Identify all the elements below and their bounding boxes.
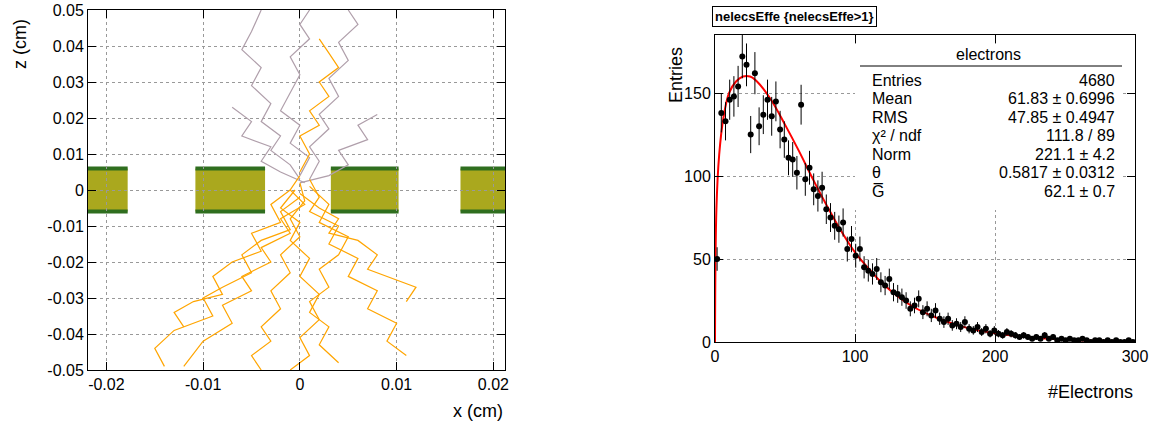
svg-text:nelecsEffe {nelecsEffe>1}: nelecsEffe {nelecsEffe>1} [715, 9, 874, 24]
svg-text:221.1 ± 4.2: 221.1 ± 4.2 [1035, 146, 1115, 163]
svg-text:62.1 ± 0.7: 62.1 ± 0.7 [1044, 183, 1115, 200]
svg-text:0.01: 0.01 [53, 146, 84, 163]
svg-text:50: 50 [693, 251, 711, 268]
svg-text:-0.01: -0.01 [185, 376, 222, 393]
svg-text:Entries: Entries [872, 72, 922, 89]
svg-text:-0.01: -0.01 [47, 218, 84, 235]
svg-text:G̅: G̅ [872, 183, 884, 200]
svg-text:RMS: RMS [872, 109, 908, 126]
svg-text:0.05: 0.05 [53, 2, 84, 19]
svg-text:200: 200 [982, 348, 1009, 365]
svg-text:100: 100 [684, 168, 711, 185]
svg-text:z (cm): z (cm) [10, 19, 30, 69]
svg-text:0: 0 [75, 182, 84, 199]
svg-text:-0.02: -0.02 [47, 254, 84, 271]
svg-text:Entries: Entries [666, 47, 686, 103]
svg-text:0.01: 0.01 [381, 376, 412, 393]
svg-text:111.8 / 89: 111.8 / 89 [1046, 127, 1115, 144]
svg-text:61.83 ± 0.6996: 61.83 ± 0.6996 [1008, 90, 1115, 107]
svg-text:100: 100 [842, 348, 869, 365]
svg-text:θ: θ [872, 164, 881, 181]
svg-text:-0.05: -0.05 [47, 362, 84, 379]
svg-text:χ² / ndf: χ² / ndf [872, 127, 922, 144]
svg-text:x (cm): x (cm) [453, 401, 503, 421]
svg-text:0.03: 0.03 [53, 74, 84, 91]
svg-text:0.02: 0.02 [478, 376, 509, 393]
svg-text:0: 0 [711, 348, 720, 365]
svg-text:-0.03: -0.03 [47, 290, 84, 307]
svg-text:0: 0 [702, 334, 711, 351]
svg-text:0.04: 0.04 [53, 38, 84, 55]
svg-text:Mean: Mean [872, 90, 912, 107]
svg-text:300: 300 [1122, 348, 1149, 365]
svg-text:-0.02: -0.02 [88, 376, 125, 393]
svg-text:47.85 ± 0.4947: 47.85 ± 0.4947 [1008, 109, 1115, 126]
svg-text:4680: 4680 [1079, 72, 1115, 89]
svg-text:150: 150 [684, 85, 711, 102]
svg-text:electrons: electrons [956, 46, 1021, 63]
svg-text:0.02: 0.02 [53, 110, 84, 127]
svg-text:0: 0 [295, 376, 304, 393]
svg-text:Norm: Norm [872, 146, 911, 163]
svg-text:#Electrons: #Electrons [1048, 382, 1133, 402]
svg-text:0.5817 ± 0.0312: 0.5817 ± 0.0312 [999, 164, 1115, 181]
svg-text:-0.04: -0.04 [47, 326, 84, 343]
